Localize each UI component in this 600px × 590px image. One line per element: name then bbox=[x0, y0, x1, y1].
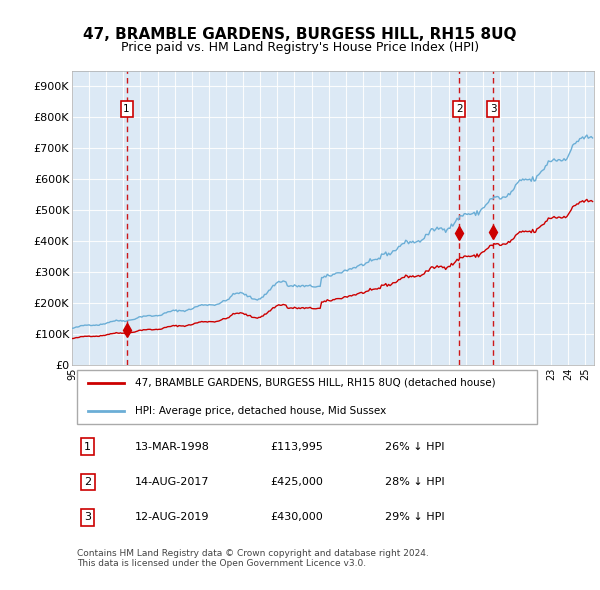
Text: 1: 1 bbox=[123, 104, 130, 114]
Text: 29% ↓ HPI: 29% ↓ HPI bbox=[385, 512, 445, 522]
Text: 14-AUG-2017: 14-AUG-2017 bbox=[134, 477, 209, 487]
Text: 1: 1 bbox=[84, 442, 91, 452]
Text: 3: 3 bbox=[490, 104, 497, 114]
Text: HPI: Average price, detached house, Mid Sussex: HPI: Average price, detached house, Mid … bbox=[134, 406, 386, 416]
Text: Price paid vs. HM Land Registry's House Price Index (HPI): Price paid vs. HM Land Registry's House … bbox=[121, 41, 479, 54]
Text: 3: 3 bbox=[84, 512, 91, 522]
Text: 28% ↓ HPI: 28% ↓ HPI bbox=[385, 477, 445, 487]
Text: 13-MAR-1998: 13-MAR-1998 bbox=[134, 442, 209, 452]
Text: 2: 2 bbox=[84, 477, 91, 487]
Text: 26% ↓ HPI: 26% ↓ HPI bbox=[385, 442, 445, 452]
Text: 2: 2 bbox=[456, 104, 463, 114]
Text: 47, BRAMBLE GARDENS, BURGESS HILL, RH15 8UQ (detached house): 47, BRAMBLE GARDENS, BURGESS HILL, RH15 … bbox=[134, 378, 495, 388]
Text: £425,000: £425,000 bbox=[271, 477, 323, 487]
Text: 47, BRAMBLE GARDENS, BURGESS HILL, RH15 8UQ: 47, BRAMBLE GARDENS, BURGESS HILL, RH15 … bbox=[83, 27, 517, 41]
Text: 12-AUG-2019: 12-AUG-2019 bbox=[134, 512, 209, 522]
Text: £430,000: £430,000 bbox=[271, 512, 323, 522]
Text: £113,995: £113,995 bbox=[271, 442, 323, 452]
FancyBboxPatch shape bbox=[77, 370, 536, 424]
Text: Contains HM Land Registry data © Crown copyright and database right 2024.
This d: Contains HM Land Registry data © Crown c… bbox=[77, 549, 429, 568]
